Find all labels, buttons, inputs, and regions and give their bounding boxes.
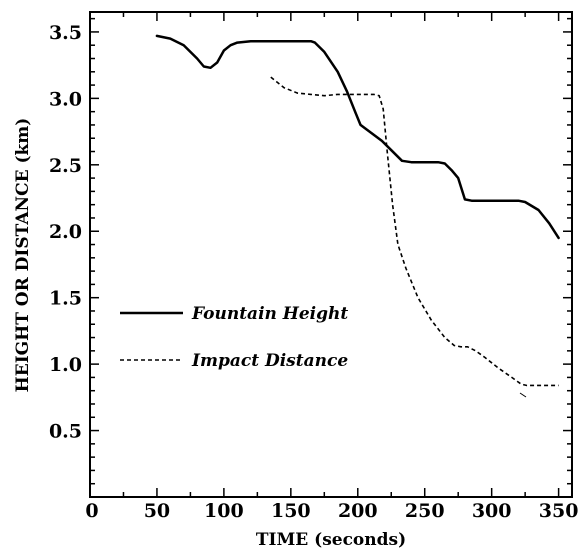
legend-label-impact-distance: Impact Distance bbox=[191, 351, 348, 371]
x-tick-label: 50 bbox=[144, 500, 170, 522]
x-axis-title: TIME (seconds) bbox=[256, 530, 406, 550]
y-tick-label: 2.5 bbox=[49, 155, 82, 177]
x-tick-label: 0 bbox=[85, 500, 98, 522]
plot-frame bbox=[89, 11, 573, 498]
legend: Fountain Height Impact Distance bbox=[120, 304, 348, 371]
x-tick-label: 250 bbox=[405, 500, 445, 522]
y-tick-labels: 0.5 1.0 1.5 2.0 2.5 3.0 3.5 bbox=[49, 22, 82, 443]
x-tick-label: 100 bbox=[204, 500, 244, 522]
x-tick-label: 150 bbox=[271, 500, 311, 522]
stray-mark bbox=[519, 392, 527, 398]
y-tick-label: 2.0 bbox=[49, 221, 82, 243]
series-line-fountain-height bbox=[155, 34, 560, 240]
x-tick-labels: 0 50 100 150 200 250 300 350 bbox=[85, 500, 578, 522]
y-tick-label: 3.0 bbox=[49, 88, 82, 110]
x-tick-label: 300 bbox=[472, 500, 512, 522]
y-tick-label: 3.5 bbox=[49, 22, 82, 44]
y-tick-label: 1.5 bbox=[49, 288, 82, 310]
series-line-impact-distance bbox=[270, 76, 559, 387]
legend-label-fountain-height: Fountain Height bbox=[191, 304, 348, 324]
series-lines bbox=[155, 34, 560, 387]
tick-marks bbox=[90, 12, 572, 497]
y-tick-label: 1.0 bbox=[49, 354, 82, 376]
y-tick-label: 0.5 bbox=[49, 421, 82, 443]
x-tick-label: 350 bbox=[539, 500, 579, 522]
x-tick-label: 200 bbox=[338, 500, 378, 522]
y-axis-title: HEIGHT OR DISTANCE (km) bbox=[13, 118, 33, 393]
